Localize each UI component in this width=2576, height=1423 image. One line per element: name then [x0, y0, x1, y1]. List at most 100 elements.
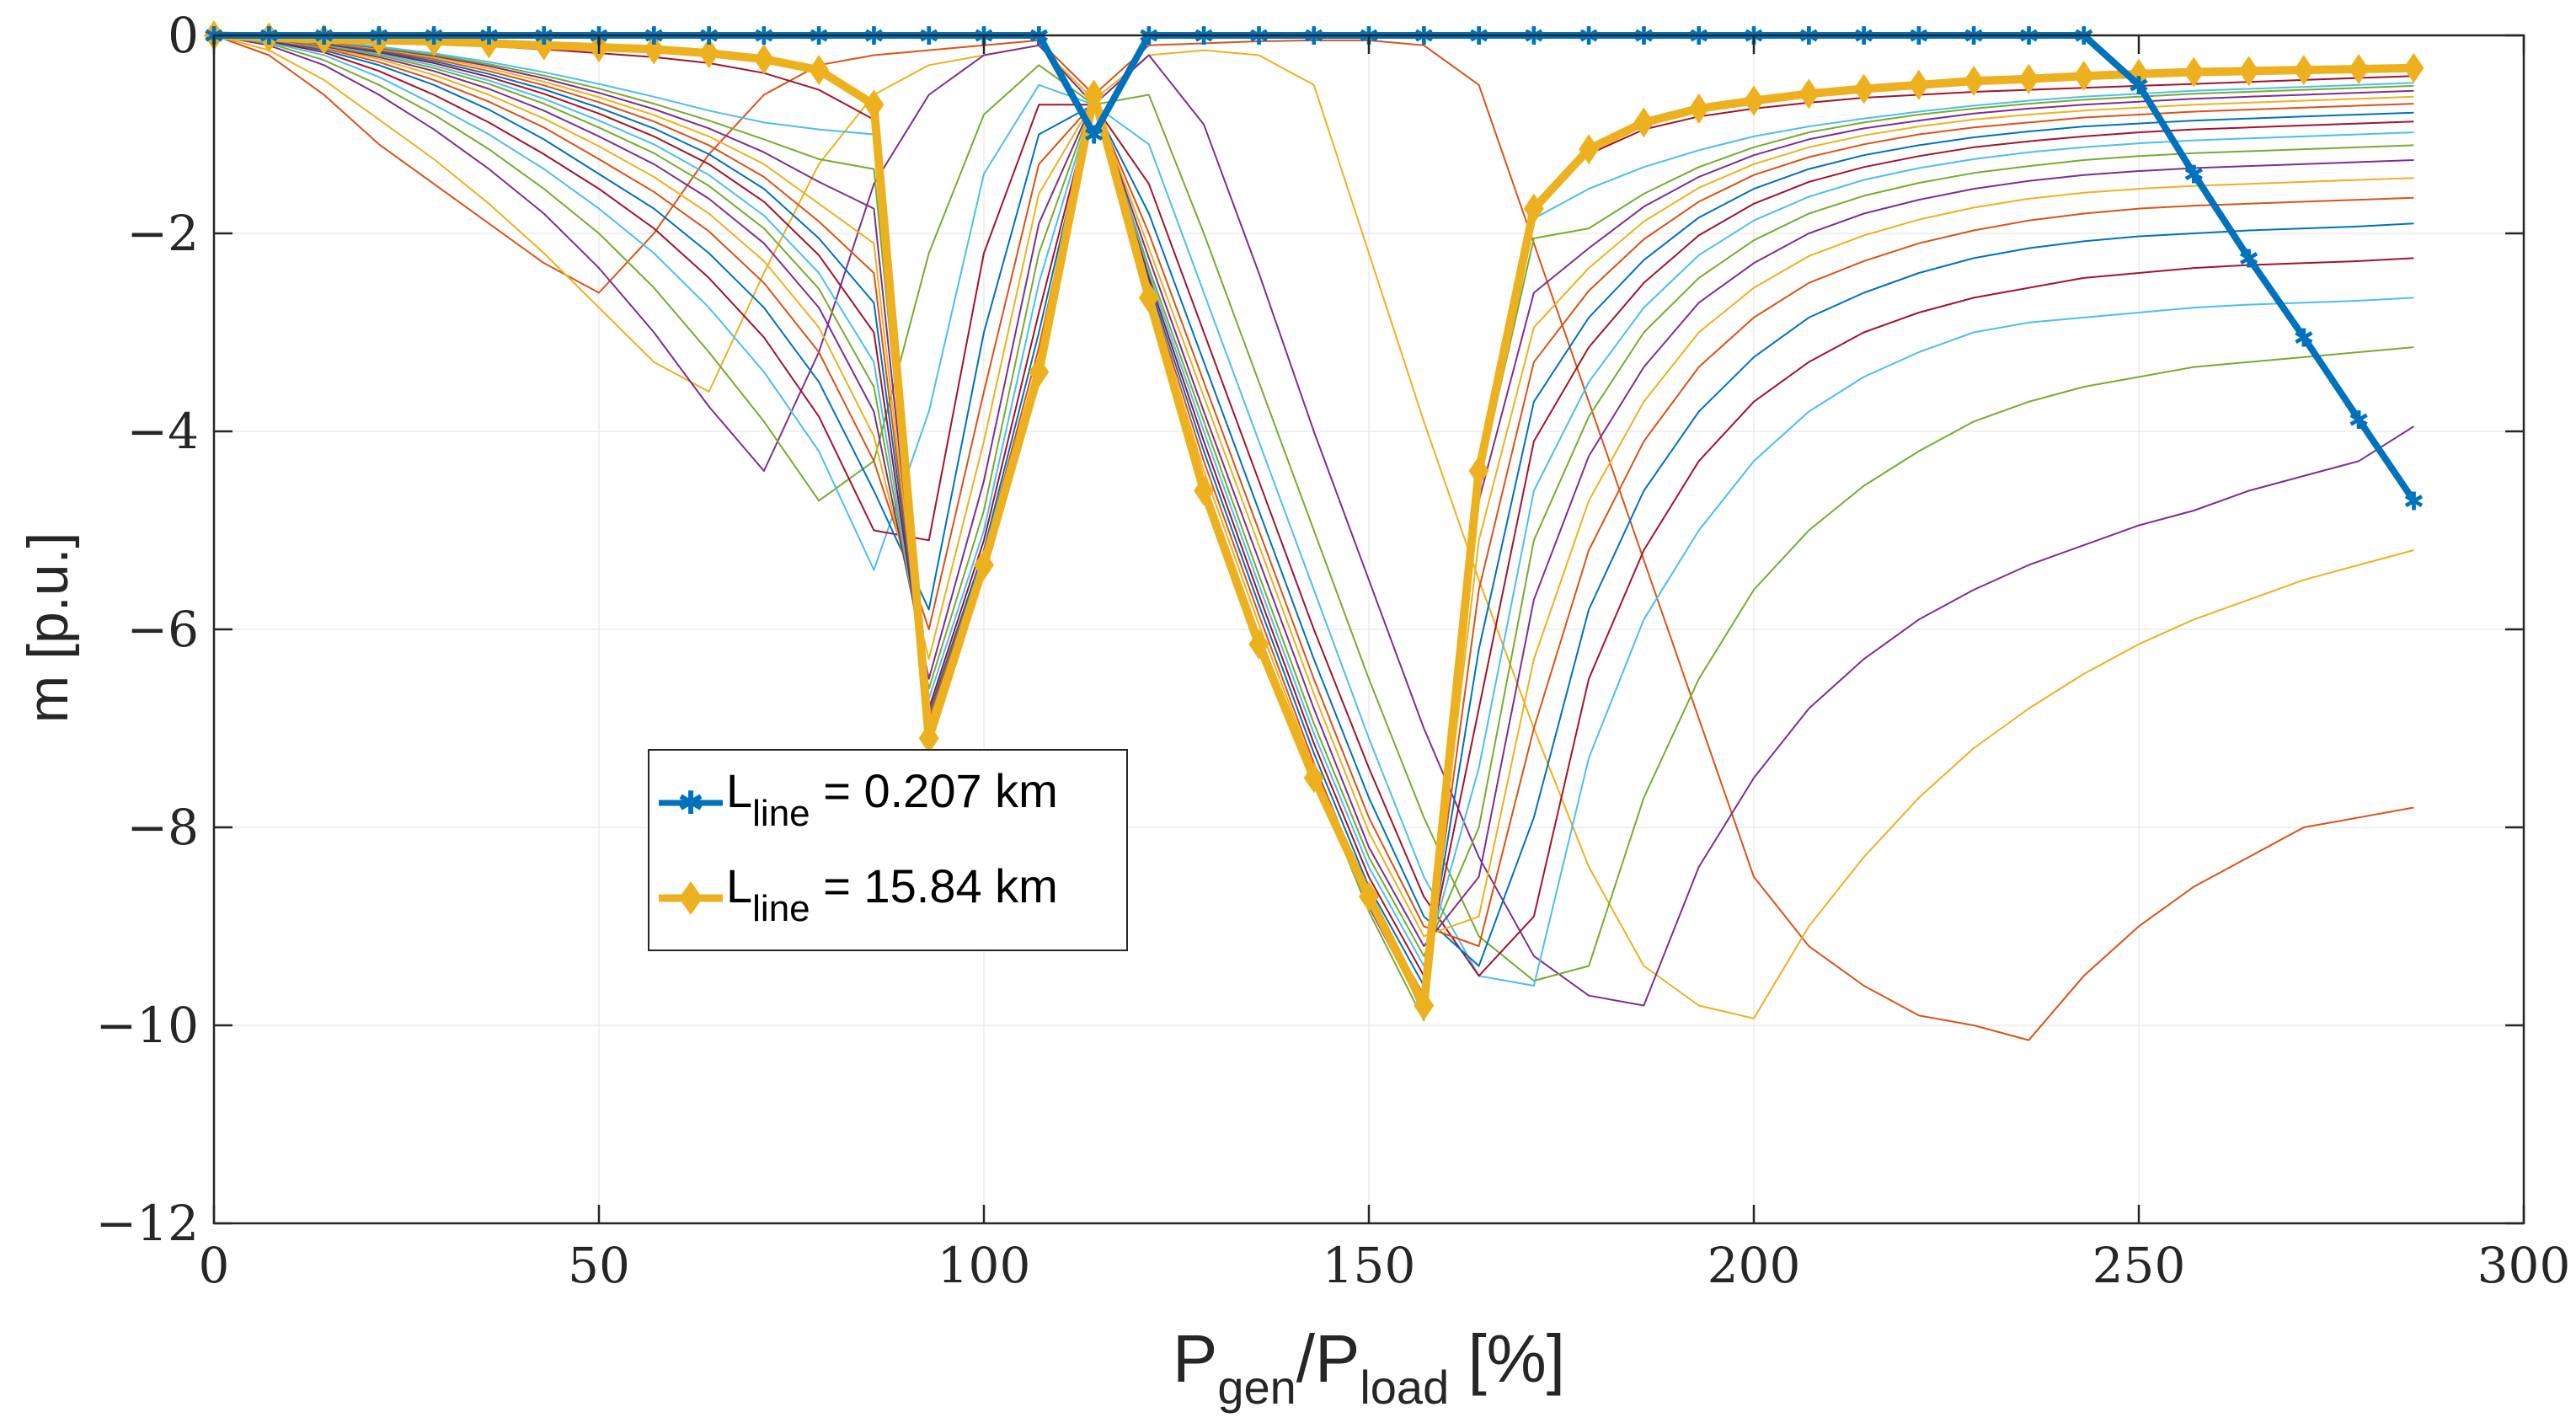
marker-star-29: ✱ [1798, 22, 1820, 51]
marker-star-33: ✱ [2018, 22, 2039, 51]
series-line-thin-14 [213, 35, 2414, 987]
legend-label-blue: Lline = 0.207 km [726, 764, 1058, 834]
x-tick-label-0: 0 [199, 1237, 230, 1294]
marker-diamond-36 [2183, 56, 2205, 88]
series-line-thin-12 [213, 35, 2414, 967]
y-tick-label-4: −8 [127, 799, 200, 856]
y-tick-label-1: −2 [127, 205, 200, 262]
series-line-thin-7 [213, 35, 2414, 967]
marker-diamond-27 [1688, 93, 1709, 124]
series-line-thin-9 [213, 35, 2414, 938]
y-tick-label-5: −10 [96, 997, 199, 1054]
marker-star-38: ✱ [2293, 324, 2314, 353]
x-tick-label-5: 250 [2092, 1237, 2186, 1294]
marker-star-37: ✱ [2238, 244, 2259, 274]
series-line-thin-1 [213, 35, 2414, 1041]
marker-diamond-13 [918, 723, 939, 754]
legend-label-blue-base: L [726, 764, 752, 817]
marker-diamond-32 [1964, 66, 1985, 97]
y-tick-label-6: −12 [96, 1195, 199, 1252]
marker-star-15: ✱ [1029, 22, 1050, 51]
marker-star-22: ✱ [1414, 22, 1435, 51]
y-tick-label-3: −6 [127, 601, 200, 658]
marker-diamond-22 [1414, 990, 1435, 1021]
x-tick-label-1: 50 [568, 1237, 630, 1294]
marker-diamond-9 [698, 38, 719, 69]
marker-star-3: ✱ [368, 22, 389, 51]
marker-diamond-40 [2403, 52, 2424, 83]
marker-star-9: ✱ [698, 22, 719, 51]
series-line-thin-5 [213, 35, 2414, 987]
marker-diamond-16 [1083, 79, 1104, 110]
marker-diamond-39 [2349, 53, 2370, 84]
marker-diamond-17 [1138, 282, 1159, 313]
marker-star-16: ✱ [1083, 121, 1104, 151]
marker-diamond-19 [1248, 629, 1269, 660]
marker-star-27: ✱ [1688, 22, 1709, 51]
marker-diamond-18 [1194, 475, 1215, 506]
y-axis-label: m [p.u.] [16, 532, 80, 724]
marker-star-31: ✱ [1908, 22, 1929, 51]
marker-star-36: ✱ [2183, 161, 2205, 190]
marker-diamond-12 [863, 89, 884, 120]
marker-diamond-10 [753, 44, 774, 75]
y-tick-label-2: −4 [127, 403, 200, 460]
series-line-thin-6 [213, 35, 2414, 977]
marker-diamond-31 [1908, 69, 1929, 100]
marker-diamond-33 [2018, 63, 2039, 94]
legend-label-yellow-sub: line [752, 888, 810, 929]
marker-star-5: ✱ [478, 22, 500, 51]
marker-star-34: ✱ [2073, 22, 2094, 51]
legend: ✱ Lline = 0.207 km Lline = 15.84 km [648, 749, 1128, 951]
x-axis-label-sub2: load [1360, 1361, 1449, 1414]
marker-diamond-21 [1359, 881, 1379, 912]
marker-diamond-37 [2238, 56, 2259, 87]
x-axis-label-sub: gen [1217, 1361, 1296, 1414]
marker-diamond-24 [1523, 193, 1544, 224]
x-axis-label: Pgen/Pload [%] [1173, 1321, 1565, 1414]
marker-star-32: ✱ [1964, 22, 1985, 51]
marker-diamond-34 [2073, 61, 2094, 92]
marker-star-4: ✱ [424, 22, 445, 51]
series-line-thin-11 [213, 35, 2414, 957]
marker-star-20: ✱ [1303, 22, 1324, 51]
x-axis-label-unit: [%] [1449, 1321, 1565, 1396]
marker-diamond-25 [1579, 134, 1600, 165]
x-tick-label-6: 300 [2477, 1237, 2571, 1294]
legend-entry-yellow: Lline = 15.84 km [659, 859, 1058, 929]
legend-label-blue-sub: line [752, 793, 810, 834]
marker-star-13: ✱ [918, 22, 939, 51]
marker-star-11: ✱ [809, 22, 830, 51]
marker-star-25: ✱ [1579, 22, 1600, 51]
legend-entry-blue: ✱ Lline = 0.207 km [659, 764, 1058, 834]
legend-label-blue-rest: = 0.207 km [810, 764, 1058, 817]
marker-star-12: ✱ [863, 22, 884, 51]
x-ticks: 0 50 100 150 200 250 300 [199, 35, 2571, 1294]
marker-star-17: ✱ [1138, 22, 1159, 51]
marker-star-23: ✱ [1468, 22, 1489, 51]
legend-marker-star-blue: ✱ [677, 784, 704, 821]
marker-diamond-20 [1303, 762, 1324, 794]
x-tick-label-3: 150 [1323, 1237, 1416, 1294]
legend-label-yellow: Lline = 15.84 km [726, 859, 1058, 929]
marker-star-6: ✱ [533, 22, 554, 51]
marker-star-10: ✱ [753, 22, 774, 51]
marker-star-8: ✱ [644, 22, 665, 51]
legend-marker-diamond-yellow [679, 881, 703, 915]
y-tick-label-0: 0 [168, 7, 199, 64]
marker-diamond-14 [974, 549, 994, 580]
series-line-thin-3 [213, 35, 2414, 1007]
marker-diamond-11 [809, 55, 830, 86]
marker-diamond-26 [1633, 107, 1654, 138]
x-tick-label-4: 200 [1708, 1237, 1801, 1294]
series-line-thin-2 [213, 35, 2414, 1019]
marker-star-1: ✱ [259, 22, 280, 51]
y-ticks: 0 −2 −4 −6 −8 −10 −12 [96, 7, 2524, 1252]
marker-diamond-38 [2293, 55, 2314, 86]
marker-star-40: ✱ [2403, 487, 2424, 516]
x-axis-label-mid: /P [1296, 1321, 1360, 1396]
marker-diamond-28 [1744, 85, 1764, 116]
marker-star-2: ✱ [313, 22, 334, 51]
legend-label-yellow-rest: = 15.84 km [810, 859, 1058, 912]
